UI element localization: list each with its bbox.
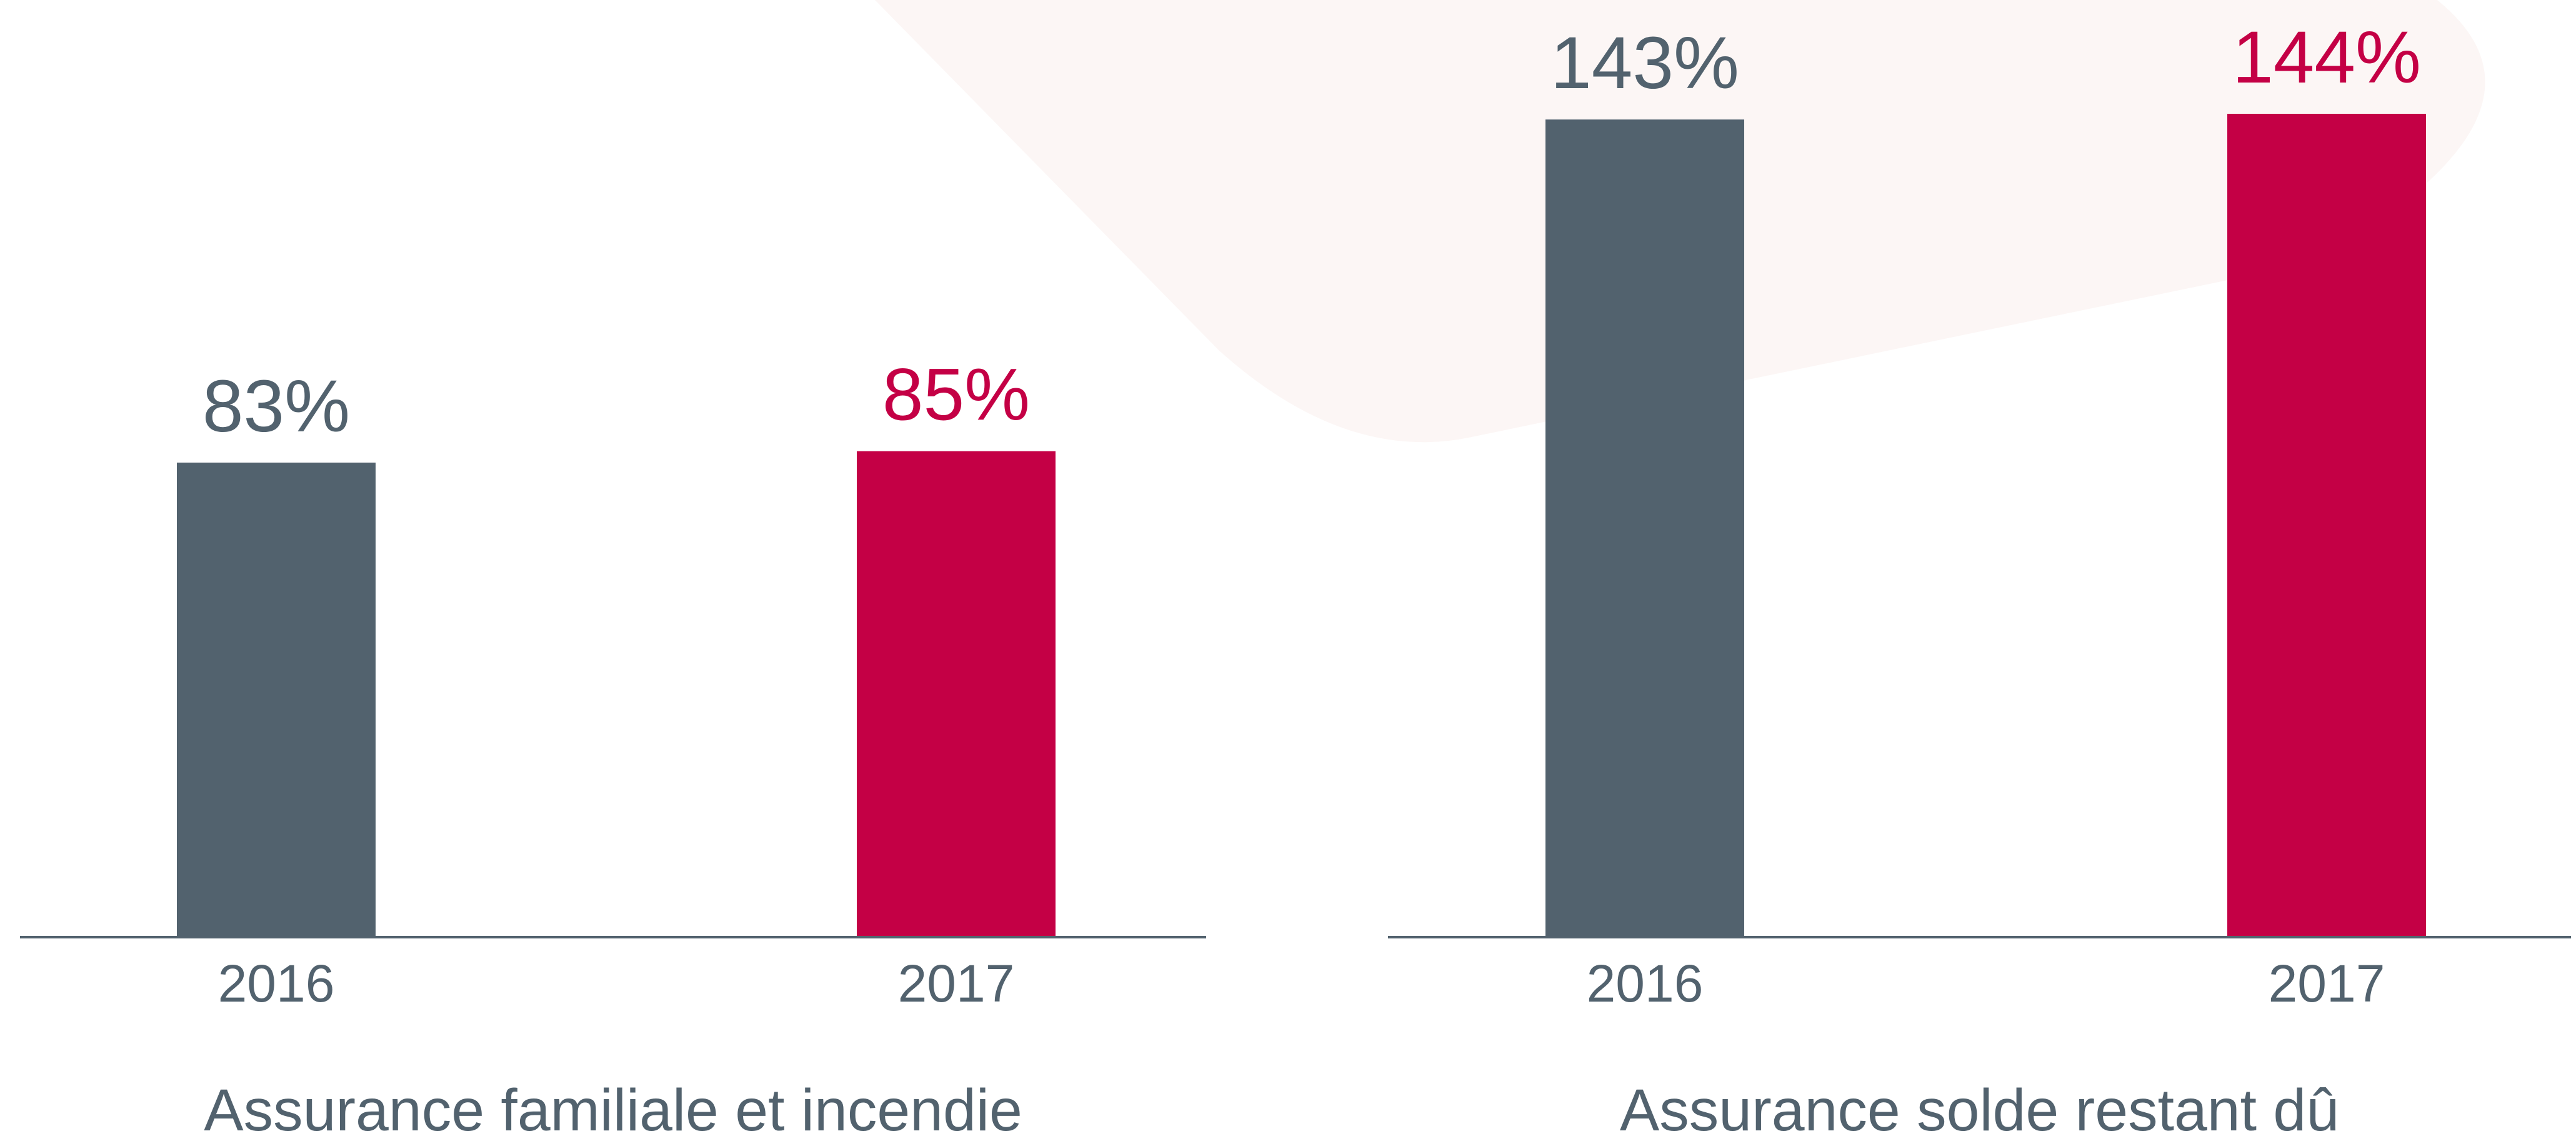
bar: [177, 462, 376, 937]
value-label: 143%: [1550, 22, 1739, 104]
bar: [2227, 114, 2426, 937]
x-tick-label: 2017: [2269, 954, 2385, 1013]
value-label: 85%: [882, 354, 1030, 436]
chart-title: Assurance solde restant dû: [1620, 1077, 2339, 1141]
bar: [1545, 119, 1744, 937]
x-tick-label: 2017: [898, 954, 1015, 1013]
value-label: 83%: [202, 365, 350, 448]
chart-title: Assurance familiale et incendie: [204, 1077, 1022, 1141]
x-tick-label: 2016: [1587, 954, 1704, 1013]
x-tick-label: 2016: [218, 954, 335, 1013]
bar: [857, 451, 1056, 937]
value-label: 144%: [2232, 16, 2421, 99]
